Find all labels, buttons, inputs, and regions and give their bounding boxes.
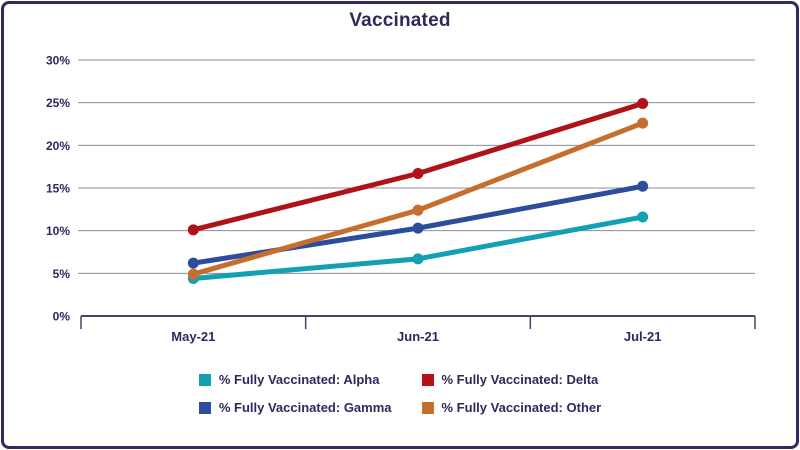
y-axis-tick-label: 25% (46, 96, 70, 110)
legend-swatch-other (421, 402, 434, 414)
y-axis-tick-label: 5% (53, 267, 71, 281)
data-point-delta-May-21 (187, 224, 199, 236)
data-point-delta-Jul-21 (637, 98, 649, 110)
legend-item-delta: % Fully Vaccinated: Delta (421, 372, 602, 387)
x-axis-category-label: May-21 (171, 329, 215, 344)
data-point-gamma-Jul-21 (637, 180, 649, 192)
legend-label-delta: % Fully Vaccinated: Delta (441, 372, 599, 387)
data-point-other-May-21 (187, 268, 199, 280)
legend-swatch-alpha (198, 374, 211, 386)
data-point-other-Jun-21 (412, 204, 424, 216)
y-axis-tick-label: 10% (46, 224, 70, 238)
data-point-alpha-Jun-21 (412, 253, 424, 265)
legend-swatch-gamma (198, 402, 211, 414)
y-axis-tick-label: 30% (46, 54, 70, 68)
y-axis-tick-label: 0% (53, 310, 71, 324)
data-point-delta-Jun-21 (412, 167, 424, 179)
data-point-alpha-Jul-21 (637, 211, 649, 223)
legend-label-gamma: % Fully Vaccinated: Gamma (218, 400, 392, 415)
data-point-gamma-May-21 (187, 257, 199, 269)
data-point-other-Jul-21 (637, 117, 649, 129)
chart-legend: % Fully Vaccinated: Alpha % Fully Vaccina… (0, 373, 800, 415)
y-axis-tick-label: 20% (46, 139, 70, 153)
legend-item-alpha: % Fully Vaccinated: Alpha (198, 372, 392, 387)
data-point-gamma-Jun-21 (412, 222, 424, 234)
line-chart-plot-area: 0% 5% 10% 15% 20% 25% 30% May-21 Jun-21 Jul-21 (46, 54, 756, 344)
y-axis-tick-label: 15% (46, 182, 70, 196)
legend-swatch-delta (421, 374, 434, 386)
legend-label-alpha: % Fully Vaccinated: Alpha (218, 372, 380, 387)
x-axis-category-label: Jun-21 (397, 329, 439, 344)
chart-title: Vaccinated (349, 10, 451, 31)
x-axis-category-label: Jul-21 (624, 329, 662, 344)
legend-label-other: % Fully Vaccinated: Other (441, 400, 602, 415)
legend-item-other: % Fully Vaccinated: Other (421, 400, 602, 415)
legend-item-gamma: % Fully Vaccinated: Gamma (198, 400, 392, 415)
